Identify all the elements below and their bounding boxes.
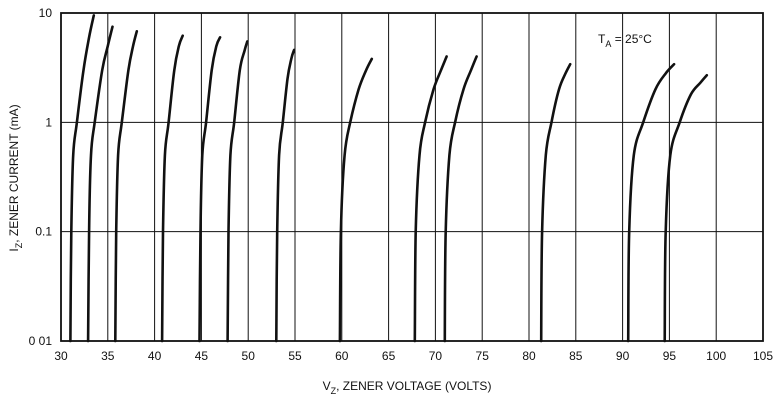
y-tick-label: 0.1	[35, 225, 52, 239]
x-tick-label: 105	[753, 349, 773, 363]
zener-curve	[413, 55, 448, 343]
x-tick-label: 75	[476, 349, 490, 363]
x-tick-label: 45	[195, 349, 209, 363]
x-tick-label: 55	[288, 349, 302, 363]
x-tick-label: 60	[335, 349, 349, 363]
y-axis-title: IZ, ZENER CURRENT (mA)	[7, 104, 24, 251]
y-tick-label: 1	[45, 115, 52, 129]
zener-curve	[86, 25, 114, 343]
y-tick-label: 10	[39, 6, 53, 20]
x-axis-ticks: 30 35 40 45 50 55 60 65 70 75 80 85 90 95 100 105	[54, 349, 773, 363]
grid	[61, 13, 763, 341]
temperature-annotation: TA = 25°C	[598, 32, 652, 49]
zener-curve	[114, 30, 139, 343]
zener-curve	[626, 62, 676, 343]
zener-curve	[275, 48, 296, 343]
x-tick-label: 80	[522, 349, 536, 363]
plot-frame	[60, 12, 764, 342]
plot-area	[60, 12, 764, 342]
x-tick-label: 35	[101, 349, 115, 363]
zener-curve	[226, 40, 249, 343]
x-tick-label: 50	[242, 349, 256, 363]
x-axis-title: VZ, ZENER VOLTAGE (VOLTS)	[323, 379, 492, 396]
x-tick-label: 65	[382, 349, 396, 363]
y-axis-ticks: 0 01 0.1 1 10	[29, 6, 53, 348]
x-tick-label: 100	[706, 349, 726, 363]
x-tick-label: 95	[663, 349, 677, 363]
zener-curve	[539, 62, 572, 343]
zener-curve	[443, 55, 478, 343]
curves	[69, 14, 709, 343]
zener-curve	[663, 73, 709, 343]
zener-curve	[69, 14, 96, 343]
x-tick-label: 90	[616, 349, 630, 363]
x-tick-label: 70	[429, 349, 443, 363]
x-tick-label: 40	[148, 349, 162, 363]
x-tick-label: 85	[569, 349, 583, 363]
zener-curve	[160, 34, 184, 343]
zener-curve	[198, 36, 222, 343]
zener-curve	[338, 57, 374, 343]
y-tick-label: 0 01	[29, 334, 53, 348]
x-tick-label: 30	[54, 349, 68, 363]
